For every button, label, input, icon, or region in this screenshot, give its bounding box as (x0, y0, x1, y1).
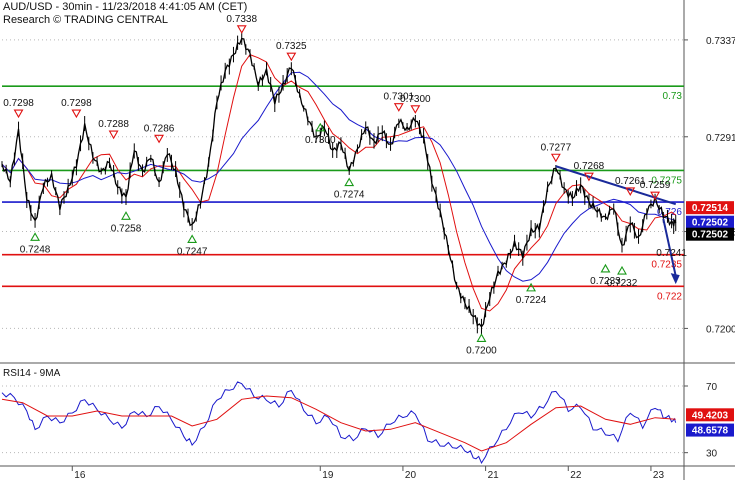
swing-low-marker (476, 333, 487, 342)
axes: 0.73370.72910.72460.72001619202122230.72… (71, 36, 735, 480)
time-tick-label: 20 (405, 470, 417, 480)
swing-high-marker (286, 52, 297, 62)
price-series (1, 32, 677, 335)
moving-averages (1, 53, 677, 312)
swing-high-label: 0.7259 (640, 180, 671, 191)
swing-high-marker (236, 25, 247, 34)
rsi-badge-label: 49.4203 (692, 410, 729, 421)
level-label-resistance: 0.73 (663, 91, 683, 102)
swing-high-label: 0.7338 (226, 14, 257, 25)
price-badge (686, 215, 734, 229)
swing-low-marker (315, 122, 326, 132)
chart-subtitle: Research © TRADING CENTRAL (3, 14, 168, 26)
price-tick-label: 0.7291 (706, 133, 735, 144)
swing-low-label: 0.7300 (305, 135, 336, 146)
price-badge (686, 227, 734, 241)
price-badge (686, 201, 734, 215)
price-tick-label: 0.7200 (706, 324, 735, 335)
fast-ma-line (1, 53, 677, 312)
swing-low-label: 0.7233 (590, 276, 621, 287)
rsi-badge (686, 423, 734, 437)
swing-markers: 0.7298 0.7298 0.7288 0.7286 0.7338 0.7325 0.73… (3, 14, 687, 357)
swing-low-marker (526, 282, 537, 292)
forecast-arrow-shaft (662, 218, 677, 277)
swing-high-label: 0.7286 (144, 123, 175, 134)
price-tick-label: 0.7337 (706, 36, 735, 47)
grid-lines (2, 39, 684, 329)
swing-low-label: 0.7258 (111, 223, 142, 234)
swing-low-marker (344, 177, 355, 187)
swing-high-marker (71, 109, 82, 119)
swing-high-label: 0.7301 (384, 92, 415, 103)
swing-low-label: 0.7224 (516, 295, 547, 306)
swing-high-marker (410, 105, 421, 114)
time-tick-label: 16 (74, 470, 86, 480)
rsi-badge (686, 408, 734, 422)
price-line (1, 37, 677, 328)
rsi-tick-label: 30 (706, 449, 718, 460)
swing-high-label: 0.7288 (98, 119, 129, 130)
swing-low-label: 0.7200 (466, 345, 497, 356)
swing-low-label: 0.7274 (334, 190, 365, 201)
swing-high-marker (625, 187, 636, 197)
swing-high-marker (154, 134, 165, 144)
level-label-support: 0.722 (657, 291, 682, 302)
forecast-arrowhead (670, 273, 680, 285)
rsi-tick-label: 70 (706, 382, 718, 393)
swing-low-marker (187, 234, 198, 243)
swing-high-label: 0.7325 (276, 41, 307, 52)
price-badge-label: 0.72514 (692, 203, 729, 214)
price-badge-label: 0.72502 (692, 230, 729, 241)
swing-high-marker (583, 172, 594, 182)
swing-low-label: 0.7248 (20, 244, 51, 255)
time-tick-label: 21 (488, 470, 500, 480)
swing-low-marker (121, 211, 131, 220)
slow-ma-line (1, 71, 676, 282)
swing-high-label: 0.7298 (61, 98, 92, 109)
swing-high-label: 0.7268 (574, 161, 605, 172)
swing-high-marker (650, 191, 661, 201)
swing-high-marker (13, 109, 24, 119)
time-tick-label: 22 (570, 470, 582, 480)
target-label: 0.7241 (656, 248, 687, 259)
rsi-ma-line (1, 395, 676, 452)
rsi-panel: 70 30 49.4203 48.6578 (1, 381, 734, 464)
price-badge-label: 0.72502 (692, 218, 729, 229)
time-tick-label: 19 (322, 470, 334, 480)
level-label-resistance: 0.7275 (651, 175, 682, 186)
rsi-badge-label: 48.6578 (692, 426, 729, 437)
chart-title: AUD/USD - 30min - 11/23/2018 4:41:05 AM … (3, 1, 248, 13)
swing-high-marker (108, 130, 119, 140)
rsi-panel-title: RSI14 - 9MA (3, 368, 61, 379)
swing-high-label: 0.7261 (615, 176, 646, 187)
swing-low-label: 0.7247 (177, 246, 208, 257)
level-label-support: 0.7235 (651, 260, 682, 271)
swing-low-marker (30, 232, 41, 241)
time-tick-label: 23 (653, 470, 665, 480)
rsi-line (1, 381, 677, 464)
swing-high-marker (550, 153, 561, 163)
swing-high-label: 0.7300 (400, 94, 431, 105)
swing-high-label: 0.7298 (3, 98, 34, 109)
swing-low-label: 0.7232 (607, 278, 638, 289)
swing-low-marker (617, 265, 627, 275)
swing-high-label: 0.7277 (541, 142, 572, 153)
swing-low-marker (600, 263, 611, 273)
swing-high-marker (393, 103, 404, 112)
